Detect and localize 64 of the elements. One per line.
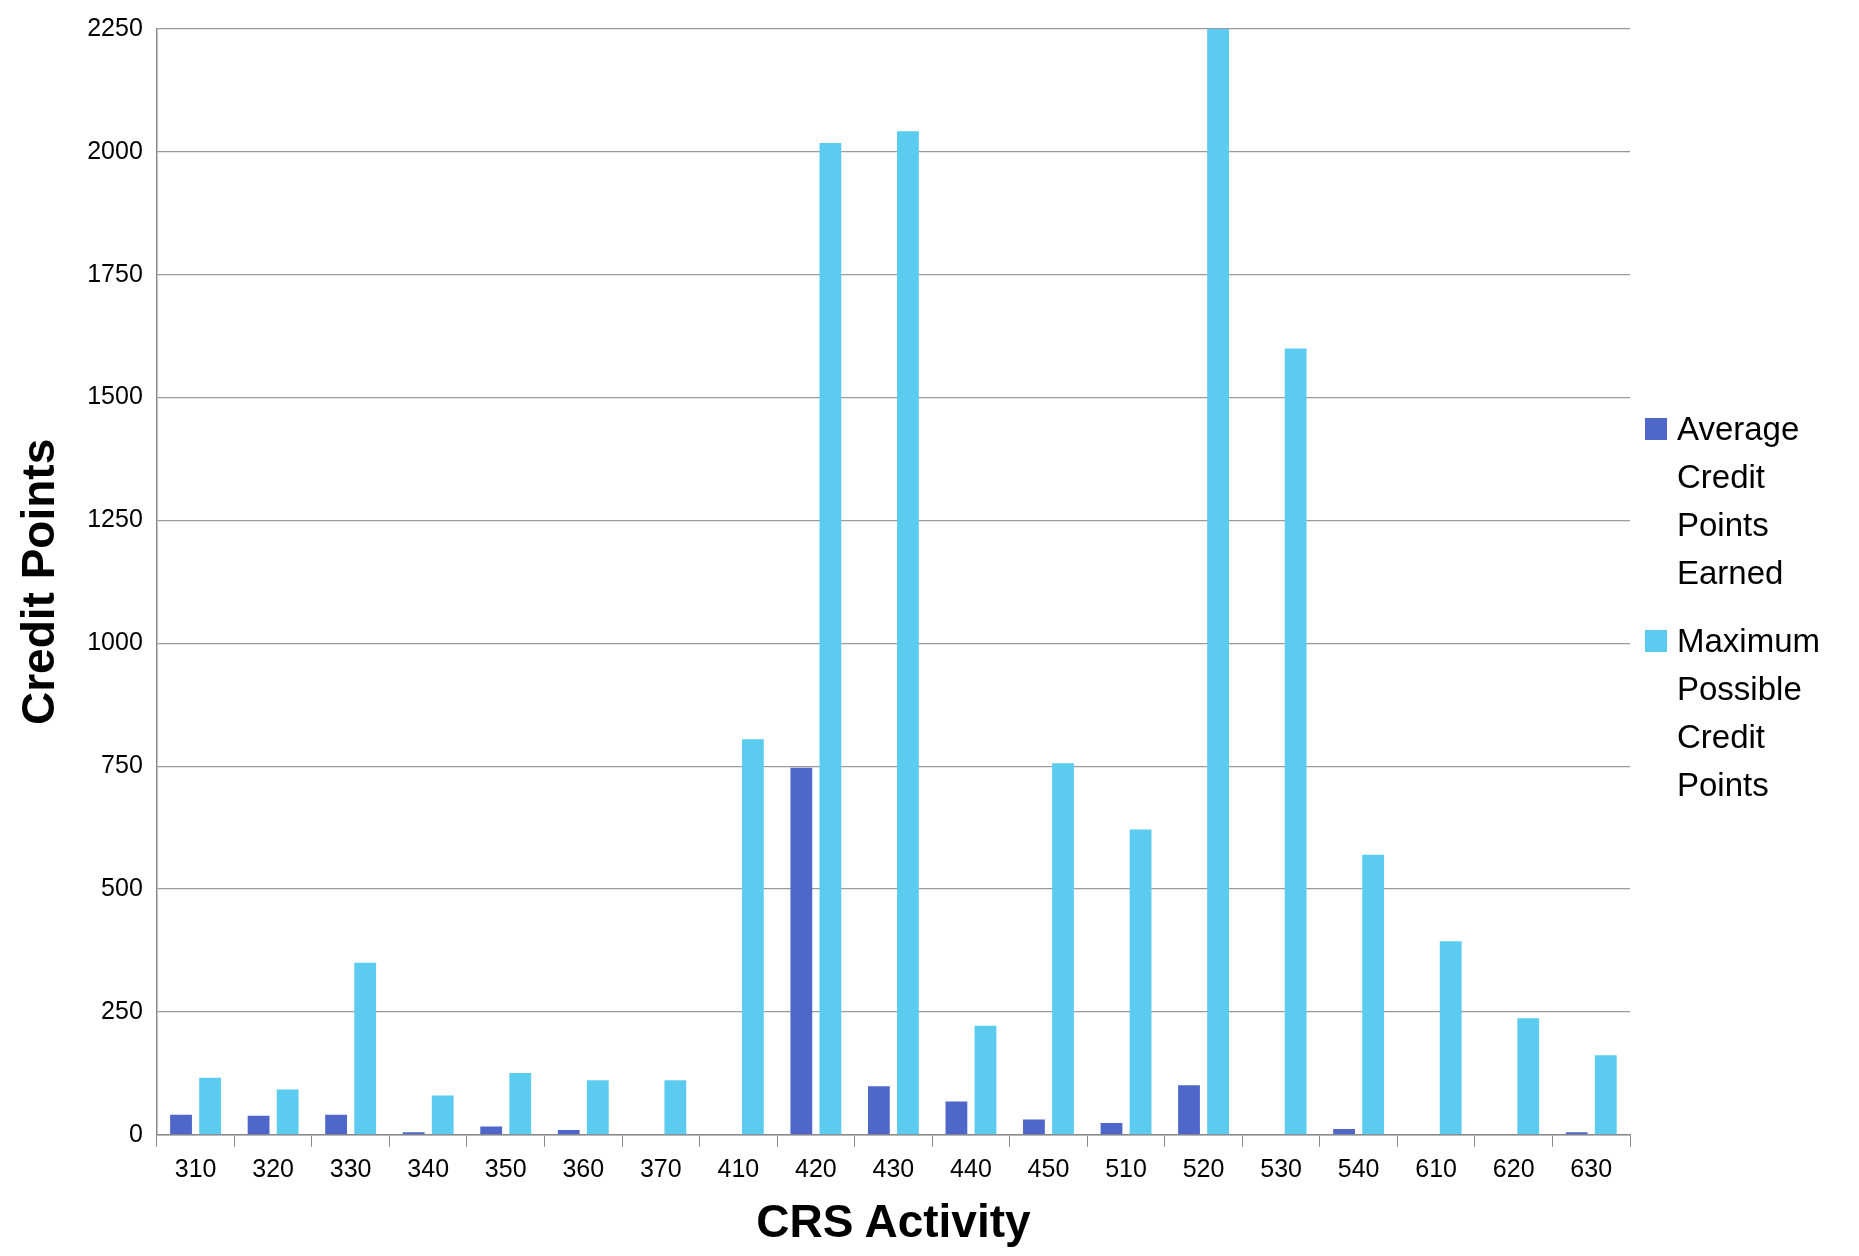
bar — [431, 1095, 454, 1135]
legend-label: Average Credit Points Earned — [1677, 409, 1801, 593]
bar — [741, 739, 764, 1135]
bar — [276, 1089, 299, 1135]
y-tick-label: 1000 — [87, 627, 143, 656]
y-tick-label: 2000 — [87, 135, 143, 164]
x-tick-label: 450 — [1027, 1153, 1070, 1182]
bar — [1362, 854, 1385, 1135]
bar — [1178, 1085, 1200, 1135]
bar — [1594, 1055, 1617, 1135]
x-tick-label: 540 — [1337, 1153, 1380, 1182]
bar — [1284, 348, 1307, 1135]
bar — [1052, 763, 1074, 1135]
bar — [509, 1072, 532, 1135]
x-tick-label: 610 — [1415, 1153, 1458, 1182]
y-tick-label: 250 — [101, 995, 143, 1024]
bar — [199, 1077, 222, 1135]
bar — [867, 1086, 890, 1135]
x-tick-label: 330 — [329, 1153, 372, 1182]
bar — [1023, 1119, 1045, 1135]
y-tick-label: 1750 — [87, 258, 143, 287]
x-tick-label: 530 — [1260, 1153, 1302, 1182]
x-tick-label: 430 — [872, 1153, 915, 1182]
x-tick-label: 360 — [562, 1153, 605, 1182]
y-axis-title: Credit Points — [12, 438, 65, 726]
x-tick-label: 620 — [1492, 1153, 1535, 1182]
y-tick-label: 1500 — [87, 381, 143, 410]
bar — [664, 1080, 687, 1135]
x-tick-label: 520 — [1182, 1153, 1225, 1182]
x-axis-title: CRS Activity — [756, 1195, 1031, 1248]
bar — [790, 767, 813, 1135]
y-tick-label: 2250 — [87, 12, 143, 41]
y-tick-label: 750 — [101, 750, 143, 779]
bar — [819, 143, 842, 1135]
bar — [170, 1114, 192, 1135]
bar — [557, 1129, 580, 1135]
x-tick-label: 350 — [484, 1153, 527, 1182]
bar — [1207, 29, 1229, 1135]
x-tick-label: 420 — [795, 1153, 837, 1182]
bar — [1129, 829, 1152, 1135]
y-tick-label: 0 — [128, 1118, 143, 1147]
y-tick-label: 500 — [101, 872, 143, 901]
bar — [480, 1126, 503, 1135]
legend-label: Maximum Possible Credit Points — [1677, 621, 1821, 805]
bar — [1333, 1128, 1355, 1135]
x-tick-label: 440 — [950, 1153, 992, 1182]
bar — [247, 1115, 270, 1135]
x-tick-label: 320 — [252, 1153, 294, 1182]
bar — [897, 131, 919, 1135]
x-tick-label: 410 — [717, 1153, 760, 1182]
x-tick-label: 630 — [1570, 1153, 1613, 1182]
bar — [974, 1025, 997, 1135]
x-tick-label: 340 — [407, 1153, 450, 1182]
x-tick-label: 510 — [1105, 1153, 1147, 1182]
bar — [586, 1080, 609, 1135]
bar — [325, 1114, 348, 1135]
x-tick-label: 370 — [639, 1153, 682, 1182]
bar — [1439, 941, 1462, 1135]
bar — [354, 962, 377, 1135]
y-tick-label: 1250 — [87, 504, 143, 533]
bar — [1517, 1018, 1540, 1135]
x-tick-label: 310 — [174, 1153, 217, 1182]
bar — [1100, 1123, 1123, 1135]
bar — [945, 1101, 968, 1135]
